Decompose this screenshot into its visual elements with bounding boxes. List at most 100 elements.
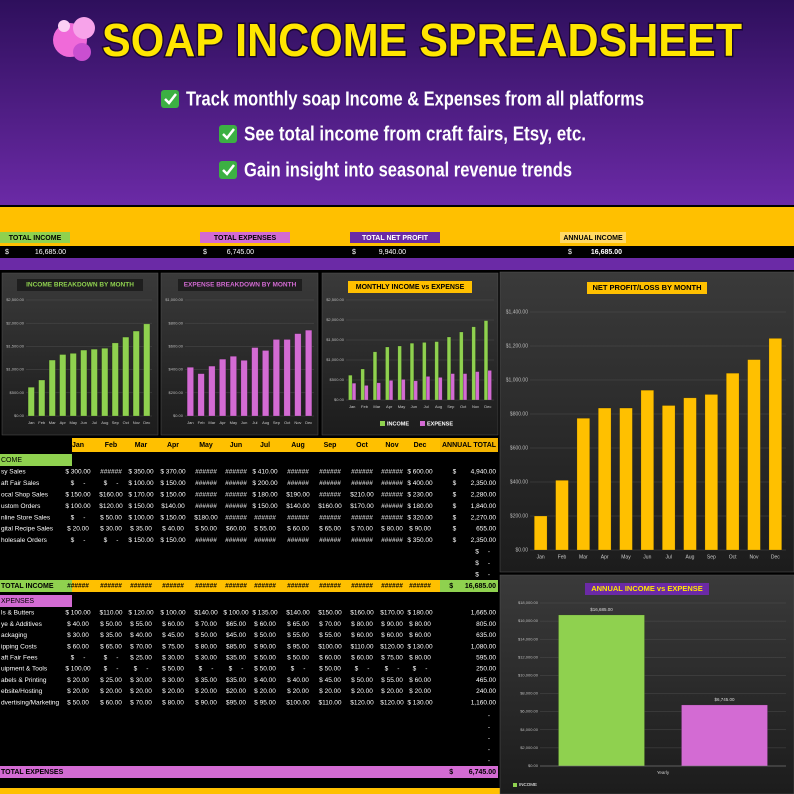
- bullet: Gain insight into seasonal revenue trend…: [219, 159, 572, 181]
- x-tick-label: Dec: [484, 404, 491, 409]
- bar: [576, 418, 590, 551]
- x-tick-label: Nov: [750, 554, 759, 560]
- x-tick-label: Feb: [361, 404, 369, 409]
- cell: ######: [381, 503, 403, 510]
- cell: $ 65.00: [287, 621, 309, 628]
- cell: $ 60.00: [67, 643, 89, 650]
- cell: ######: [351, 537, 373, 544]
- total-row-edge: [0, 580, 72, 592]
- cell: $ 60.00: [162, 621, 184, 628]
- cell: $ 150.00: [65, 492, 91, 499]
- cell: $ 80.00: [162, 699, 184, 706]
- cell: $ 75.00: [381, 655, 403, 662]
- bar: [101, 348, 109, 417]
- bar: [27, 386, 35, 417]
- bar: [409, 342, 415, 401]
- cell: $ 30.00: [67, 632, 89, 639]
- header-bg: [0, 0, 794, 205]
- column-header: Jun: [230, 442, 242, 449]
- bar: [683, 397, 697, 551]
- y-tick-label: $2,000.00: [6, 320, 25, 325]
- cell: $190.00: [286, 492, 310, 499]
- bar: [197, 373, 205, 417]
- cell: ######: [319, 469, 341, 476]
- bar: [38, 379, 46, 417]
- y-tick-label: $500.00: [330, 377, 345, 382]
- cell: $110.00: [318, 699, 341, 706]
- row-label: ye & Additives: [1, 621, 43, 628]
- cell: $ 35.00: [195, 677, 217, 684]
- cell: $ 40.00: [287, 677, 309, 684]
- cell: ######: [319, 583, 341, 590]
- bar: [219, 358, 227, 417]
- cell: $ 90.00: [254, 643, 276, 650]
- bar: [462, 373, 468, 401]
- bar: [143, 323, 151, 417]
- cell: $ 30.00: [195, 655, 217, 662]
- bar: [59, 354, 67, 417]
- cell: $ 80.00: [409, 621, 431, 628]
- cell: ######: [319, 537, 341, 544]
- cell: $ 50.00: [195, 526, 217, 533]
- x-tick-label: Jul: [92, 420, 97, 425]
- bar: [422, 342, 427, 401]
- cell: ######: [287, 514, 309, 521]
- x-tick-label: Aug: [435, 404, 442, 409]
- cell: $ 100.00: [65, 666, 91, 673]
- bar: [397, 345, 402, 401]
- cell: $ 50.00: [287, 655, 309, 662]
- cell: $35.00: [226, 677, 246, 684]
- bar: [425, 376, 431, 401]
- row-label: ebsite/Hosting: [1, 688, 43, 695]
- y-tick-label: $1,500.00: [326, 337, 345, 342]
- summary-value: 6,745.00: [227, 249, 254, 256]
- cell: $ 180.00: [407, 503, 433, 510]
- bar: [768, 338, 782, 551]
- bar: [401, 379, 406, 401]
- x-tick-label: Aug: [262, 420, 269, 425]
- chart-title-box: [348, 281, 472, 293]
- x-tick-label: Sep: [112, 420, 120, 425]
- cell: $ 150.00: [160, 537, 186, 544]
- cell: ######: [195, 583, 217, 590]
- cell: $ -: [71, 537, 86, 544]
- cell: $ 65.00: [319, 526, 341, 533]
- cell: $ 130.00: [407, 699, 433, 706]
- row-label: uipment & Tools: [1, 666, 48, 673]
- cell: $ 60.00: [100, 699, 122, 706]
- cell: ######: [195, 537, 217, 544]
- cell: $ 130.00: [407, 643, 433, 650]
- cell: ######: [409, 583, 431, 590]
- cell: ######: [225, 537, 247, 544]
- cell: $ 50.00: [351, 677, 373, 684]
- summary-value: 16,685.00: [591, 249, 622, 256]
- x-tick-label: May: [230, 420, 238, 425]
- cell: $ 35.00: [100, 632, 122, 639]
- column-header: Aug: [291, 442, 305, 449]
- cell: $ 400.00: [407, 480, 433, 487]
- total-value: $ 6,745.00: [449, 769, 496, 776]
- cell: ######: [225, 480, 247, 487]
- x-tick-label: Nov: [472, 404, 479, 409]
- cell: $ -: [71, 514, 86, 521]
- bar: [726, 372, 740, 551]
- x-tick-label: Jul: [424, 404, 429, 409]
- y-tick-label: $0.00: [515, 547, 528, 553]
- x-tick-label: May: [398, 404, 406, 409]
- bar: [662, 405, 676, 551]
- cell: ######: [67, 583, 89, 590]
- x-tick-label: Jan: [537, 554, 545, 560]
- row-label: ipping Costs: [1, 643, 38, 650]
- cell: $ 200.00: [252, 480, 278, 487]
- bar: [251, 347, 259, 417]
- cell: $ -: [134, 666, 149, 673]
- y-tick-label: $2,500.00: [326, 297, 345, 302]
- y-tick-label: $1,200.00: [506, 343, 528, 349]
- cell: $ 20.00: [67, 677, 89, 684]
- cell: $ 20.00: [67, 688, 89, 695]
- cell: ######: [100, 583, 122, 590]
- cell: $ 100.00: [128, 480, 154, 487]
- cell: $ 80.00: [195, 643, 217, 650]
- y-tick-label: $12,000.00: [518, 654, 539, 659]
